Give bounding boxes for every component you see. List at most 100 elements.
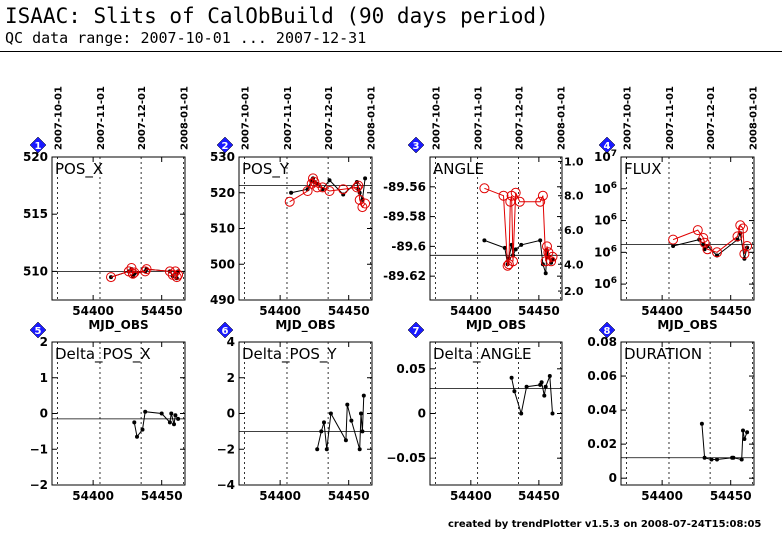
data-point — [699, 421, 704, 426]
x-tick-label: 54400 — [450, 304, 492, 318]
data-point — [542, 393, 547, 398]
title-divider — [0, 51, 782, 52]
data-point — [547, 374, 552, 378]
y-tick-label: 0 — [40, 407, 48, 421]
data-point — [319, 429, 324, 434]
data-point — [353, 180, 364, 191]
panel-title: Delta_ANGLE — [433, 345, 531, 364]
date-label: 2007-10-01 — [240, 86, 251, 150]
data-point — [327, 178, 332, 183]
x-tick-label: 54450 — [328, 304, 370, 318]
y2-tick-label: 8.0 — [564, 190, 584, 203]
panel-badge-number: 1 — [35, 141, 42, 152]
y-tick-label: −2 — [217, 442, 235, 456]
data-point — [127, 268, 138, 279]
y-tick-label: 0 — [418, 407, 426, 421]
data-point — [357, 447, 362, 452]
x-axis-label: MJD_OBS — [466, 318, 526, 333]
data-point — [345, 402, 350, 407]
date-label: 2008-01-01 — [749, 86, 760, 150]
y2-tick-label: 1.0 — [564, 155, 584, 168]
x-tick-label: 54450 — [141, 304, 183, 318]
footer-credit: created by trendPlotter v1.5.3 on 2008-0… — [448, 519, 762, 530]
panel-title: Delta_POS_Y — [242, 345, 337, 364]
data-point — [509, 375, 514, 380]
y-tick-label: 0.02 — [587, 437, 617, 451]
y-tick-label: −4 — [217, 478, 235, 492]
y-tick-label: 106 — [594, 181, 617, 196]
data-point — [360, 429, 365, 434]
x-tick-label: 54400 — [641, 489, 683, 503]
y-tick-label: -89.56 — [383, 180, 426, 194]
data-point — [132, 420, 137, 425]
date-label: 2007-12-01 — [706, 86, 717, 150]
data-point — [140, 427, 145, 432]
data-point — [519, 411, 524, 416]
panel-title: FLUX — [624, 160, 662, 178]
panel-badge-number: 6 — [222, 326, 229, 337]
series-line — [511, 375, 553, 414]
panel-title: POS_X — [55, 160, 103, 179]
panel-badge — [216, 321, 234, 339]
plot-panel-5: 52 1 0 −1 −2 54400 54450 Delta_POS_X — [30, 321, 186, 503]
date-label: 2007-10-01 — [53, 86, 64, 150]
panel-badge-number: 3 — [413, 141, 420, 152]
data-point — [698, 233, 709, 243]
date-label: 2008-01-01 — [180, 86, 191, 150]
panel-badge-number: 8 — [604, 326, 611, 337]
y2-tick-label: 4.0 — [564, 258, 584, 271]
data-point — [671, 244, 676, 248]
panel-badge — [598, 321, 616, 339]
data-point — [519, 242, 524, 247]
panel-title: ANGLE — [433, 160, 484, 178]
panel-badge — [407, 136, 425, 154]
data-point — [546, 256, 557, 267]
date-label: 2007-11-01 — [96, 86, 107, 150]
data-point — [363, 176, 368, 181]
y-tick-label: −0.05 — [386, 451, 426, 465]
x-tick-label: 54450 — [518, 489, 560, 503]
data-point — [328, 411, 333, 416]
x-tick-label: 54450 — [141, 489, 183, 503]
data-point — [732, 231, 743, 242]
plot-frame — [429, 156, 563, 301]
y-tick-label: 4 — [227, 335, 235, 349]
panel-badge-number: 7 — [413, 326, 420, 337]
data-point — [482, 238, 487, 243]
date-label: 2007-10-01 — [622, 86, 633, 150]
x-tick-label: 54400 — [72, 489, 114, 503]
x-tick-label: 54450 — [710, 304, 752, 318]
data-point — [502, 245, 507, 250]
data-point — [322, 420, 326, 425]
y-tick-label: -89.62 — [383, 269, 426, 283]
x-tick-label: 54400 — [259, 304, 301, 318]
x-tick-label: 54450 — [518, 304, 560, 318]
x-axis-label: MJD_OBS — [88, 318, 148, 333]
data-point — [745, 430, 750, 435]
panel-badge-number: 2 — [222, 141, 229, 152]
y-tick-label: 106 — [594, 244, 617, 259]
y-tick-label: 500 — [210, 257, 235, 271]
data-point — [715, 457, 719, 462]
data-point — [312, 182, 323, 193]
data-point — [513, 247, 518, 252]
data-point — [739, 457, 744, 462]
date-label: 2007-12-01 — [137, 86, 148, 150]
data-point — [309, 177, 320, 187]
series-line — [672, 224, 748, 255]
data-point — [742, 437, 747, 441]
data-point — [738, 223, 748, 234]
data-point — [357, 202, 368, 213]
data-point — [359, 411, 363, 416]
date-label: 2007-11-01 — [474, 86, 485, 150]
plot-frame — [620, 156, 755, 301]
y-tick-label: 2 — [40, 335, 48, 349]
data-point — [735, 220, 746, 231]
data-point — [514, 196, 525, 207]
data-point — [324, 447, 329, 452]
y-tick-label: 1 — [40, 371, 48, 385]
data-point — [543, 384, 548, 389]
date-label: 2007-12-01 — [324, 86, 335, 150]
data-point — [315, 447, 320, 452]
data-point — [692, 225, 703, 236]
